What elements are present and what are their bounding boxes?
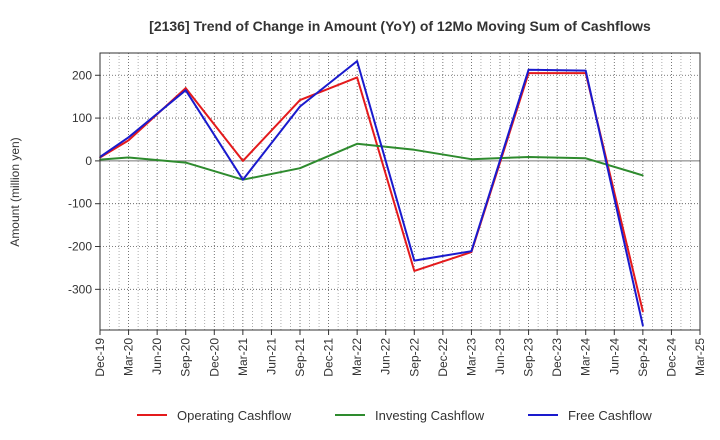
x-tick-label: Jun-24 bbox=[607, 338, 621, 375]
x-tick-label: Mar-25 bbox=[693, 338, 707, 376]
x-tick-label: Dec-19 bbox=[93, 338, 107, 377]
data-point bbox=[242, 178, 244, 181]
data-point bbox=[184, 89, 187, 92]
x-tick-label: Jun-21 bbox=[264, 338, 278, 375]
data-point bbox=[299, 167, 301, 169]
x-tick-label: Mar-21 bbox=[236, 338, 250, 376]
x-tick-label: Sep-21 bbox=[293, 338, 307, 377]
x-tick-label: Dec-20 bbox=[207, 338, 221, 377]
y-tick-label: -300 bbox=[68, 282, 92, 296]
x-tick-label: Mar-23 bbox=[464, 338, 478, 376]
data-point bbox=[584, 157, 587, 160]
x-axis-ticks: Dec-19 Mar-20 Jun-20 Sep-20 Dec-20 Mar-21 Jun-… bbox=[93, 330, 707, 377]
y-axis-label: Amount (million yen) bbox=[8, 137, 22, 246]
legend-label: Operating Cashflow bbox=[177, 408, 292, 423]
data-point bbox=[299, 99, 301, 101]
x-tick-label: Sep-24 bbox=[636, 338, 650, 377]
x-tick-label: Jun-23 bbox=[493, 338, 507, 375]
data-point bbox=[184, 161, 187, 164]
data-point bbox=[413, 148, 416, 151]
x-tick-label: Jun-22 bbox=[379, 338, 393, 375]
data-point bbox=[527, 156, 530, 158]
x-tick-label: Mar-24 bbox=[579, 338, 593, 376]
data-point bbox=[299, 105, 301, 108]
x-tick-label: Mar-22 bbox=[350, 338, 364, 376]
y-tick-label: 200 bbox=[72, 68, 92, 82]
data-point bbox=[470, 250, 473, 253]
data-point bbox=[527, 68, 530, 71]
data-point bbox=[127, 156, 130, 159]
data-point bbox=[413, 270, 416, 272]
legend: Operating Cashflow Investing Cashflow Free… bbox=[137, 408, 652, 423]
y-tick-label: 0 bbox=[85, 154, 92, 168]
series-lines bbox=[99, 60, 644, 327]
x-tick-label: Dec-24 bbox=[664, 338, 678, 377]
plot-frame bbox=[99, 52, 701, 331]
series-line-free-cashflow bbox=[99, 60, 644, 326]
x-tick-label: Jun-20 bbox=[150, 338, 164, 375]
chart-title: [2136] Trend of Change in Amount (YoY) o… bbox=[149, 18, 651, 34]
data-point bbox=[184, 87, 187, 89]
x-tick-label: Dec-23 bbox=[550, 338, 564, 377]
y-tick-label: -100 bbox=[68, 197, 92, 211]
legend-label: Investing Cashflow bbox=[375, 408, 485, 423]
x-tick-label: Dec-22 bbox=[436, 338, 450, 377]
x-tick-label: Sep-20 bbox=[179, 338, 193, 377]
data-point bbox=[127, 139, 130, 142]
data-point bbox=[356, 142, 358, 145]
data-point bbox=[470, 158, 473, 160]
data-point bbox=[413, 259, 416, 262]
data-point bbox=[356, 76, 358, 79]
data-point bbox=[127, 136, 130, 139]
data-point bbox=[642, 310, 644, 313]
x-tick-label: Mar-20 bbox=[122, 338, 136, 376]
x-tick-label: Sep-22 bbox=[407, 338, 421, 377]
data-point bbox=[642, 174, 644, 177]
data-point bbox=[242, 160, 244, 162]
y-axis-ticks: 200 100 0 -100 -200 -300 bbox=[68, 68, 100, 296]
legend-label: Free Cashflow bbox=[568, 408, 652, 423]
y-tick-label: -200 bbox=[68, 240, 92, 254]
data-point bbox=[584, 69, 587, 72]
series-line-investing-cashflow bbox=[99, 142, 644, 181]
data-point bbox=[356, 60, 358, 62]
x-tick-label: Dec-21 bbox=[322, 338, 336, 377]
x-tick-label: Sep-23 bbox=[522, 338, 536, 377]
data-point bbox=[642, 324, 644, 327]
y-tick-label: 100 bbox=[72, 111, 92, 125]
